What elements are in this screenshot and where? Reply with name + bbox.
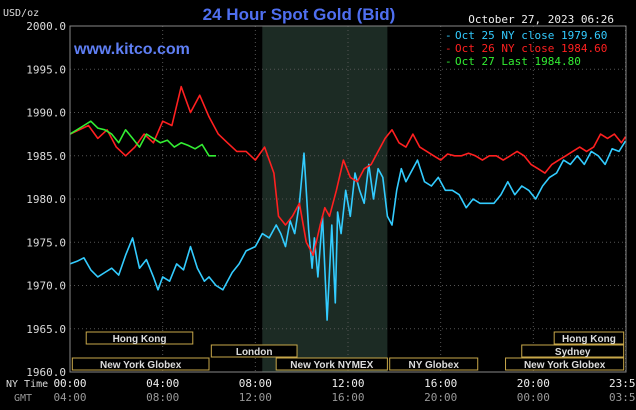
ny-time-row-label: NY Time (6, 379, 48, 390)
y-tick-label: 1980.0 (26, 193, 66, 206)
ny-time-tick-label: 23:59 (609, 377, 636, 390)
session-label: Hong Kong (113, 334, 167, 345)
market-sessions: Hong Kong Hong Kong London Sydney New York G… (71, 331, 625, 371)
series-lines (69, 85, 627, 321)
y-tick-label: 1985.0 (26, 150, 66, 163)
ny-time-tick-label: 00:00 (53, 377, 86, 390)
y-tick-label: 1970.0 (26, 280, 66, 293)
ny-time-tick-label: 12:00 (331, 377, 364, 390)
legend-marker: - (445, 55, 452, 68)
unit-label: USD/oz (3, 8, 39, 19)
session-label: London (236, 347, 273, 358)
y-tick-label: 2000.0 (26, 20, 66, 33)
y-tick-label: 1995.0 (26, 63, 66, 76)
legend-entry: Oct 25 NY close 1979.60 (455, 29, 607, 42)
session-label: New York Globex (100, 360, 182, 371)
session-box (85, 331, 194, 345)
plot-border (69, 25, 627, 373)
session-box (210, 344, 298, 358)
session-box (275, 357, 388, 371)
session-box (521, 344, 625, 358)
legend-entry: Oct 26 NY close 1984.60 (455, 42, 607, 55)
session-label: New York NYMEX (290, 360, 373, 371)
session-label: Sydney (555, 347, 591, 358)
series-line-3 (69, 120, 216, 157)
nymex-hours-shading (262, 26, 388, 372)
x-axis: 00:0004:0008:0012:0016:0020:0023:5904:00… (53, 377, 636, 404)
y-tick-label: 1990.0 (26, 107, 66, 120)
session-box (553, 331, 625, 345)
ny-time-tick-label: 20:00 (517, 377, 550, 390)
gmt-tick-label: 20:00 (424, 391, 457, 404)
gmt-tick-label: 08:00 (146, 391, 179, 404)
gmt-tick-label: 16:00 (331, 391, 364, 404)
session-label: New York Globex (524, 360, 606, 371)
y-tick-label: 1960.0 (26, 366, 66, 379)
ny-time-tick-label: 16:00 (424, 377, 457, 390)
y-axis: 2000.0 1995.0 1990.0 1985.0 1980.0 1975.0 1970… (26, 20, 66, 379)
legend-entry: Oct 27 Last 1984.80 (455, 55, 581, 68)
gmt-tick-label: 04:00 (53, 391, 86, 404)
legend-marker: - (445, 42, 452, 55)
y-tick-label: 1975.0 (26, 236, 66, 249)
gmt-row-label: GMT (14, 393, 32, 404)
legend-marker: - (445, 29, 452, 42)
session-label: NY Globex (409, 360, 460, 371)
session-box (71, 357, 210, 371)
session-label: Hong Kong (562, 334, 616, 345)
series-line-2 (69, 85, 627, 256)
legend: - Oct 25 NY close 1979.60- Oct 26 NY close… (445, 29, 607, 68)
series-line-1 (69, 140, 627, 321)
gmt-tick-label: 03:59 (609, 391, 636, 404)
gmt-tick-label: 00:00 (517, 391, 550, 404)
session-box (389, 357, 479, 371)
y-tick-label: 1965.0 (26, 323, 66, 336)
chart-title: 24 Hour Spot Gold (Bid) (203, 5, 396, 24)
watermark: www.kitco.com (73, 41, 190, 58)
ny-time-tick-label: 08:00 (239, 377, 272, 390)
chart-date: October 27, 2023 06:26 (468, 13, 614, 26)
gmt-tick-label: 12:00 (239, 391, 272, 404)
ny-time-tick-label: 04:00 (146, 377, 179, 390)
session-box (505, 357, 625, 371)
